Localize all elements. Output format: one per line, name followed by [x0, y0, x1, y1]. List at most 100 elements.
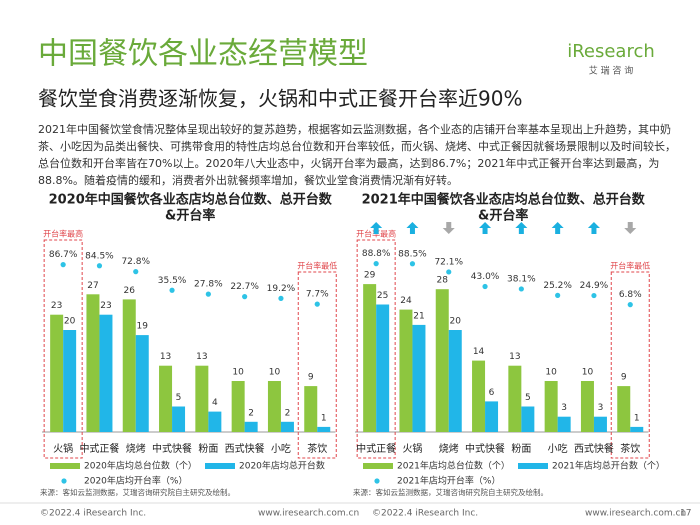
page-title: 中国餐饮各业态经营模型: [38, 37, 368, 72]
rate-label: 38.1%: [507, 274, 536, 284]
bar-label: 14: [473, 347, 485, 357]
bar: [86, 294, 100, 432]
bar: [208, 411, 222, 432]
x-tick-label: 中式正餐: [79, 442, 119, 455]
bar: [544, 381, 558, 432]
bar: [485, 401, 499, 432]
bar-label: 24: [400, 296, 412, 306]
bar: [135, 335, 149, 432]
logo-sub: 艾 瑞 咨 询: [589, 65, 634, 77]
rate-dot: [60, 262, 66, 268]
rate-label: 27.8%: [194, 280, 223, 290]
rate-dot: [96, 263, 103, 269]
legend-swatch: [374, 478, 380, 484]
x-tick-label: 小吃: [271, 442, 291, 455]
x-tick-label: 中式快餐: [465, 442, 505, 455]
legend-swatch: [61, 478, 67, 484]
subtitle: 餐饮堂食消费逐渐恢复，火锅和中式正餐开台率近90%: [38, 87, 522, 111]
bar: [231, 381, 245, 432]
bar-label: 10: [232, 368, 244, 378]
bar-label: 20: [450, 317, 462, 327]
rate-dot: [627, 302, 633, 308]
x-tick-label: 中式快餐: [152, 442, 192, 455]
rate-dot: [518, 286, 524, 292]
bar-label: 13: [196, 352, 207, 362]
bar-label: 1: [634, 413, 640, 423]
rate-dot: [482, 283, 488, 290]
bar: [412, 324, 426, 432]
x-tick-label: 烧烤: [126, 442, 146, 455]
source-note: 来源：客如云监测数据，艾瑞咨询研究院自主研究及绘制。: [40, 487, 235, 497]
highlight-box: [43, 239, 83, 459]
chart-title: &开台率: [165, 208, 215, 224]
bar-label: 6: [489, 388, 495, 398]
highlight-label: 开台率最高: [43, 229, 83, 239]
bar: [195, 365, 209, 432]
bar-label: 25: [377, 291, 388, 301]
chart-title: 2020年中国餐饮各业态店均总台位数、总开台数: [49, 192, 333, 208]
bar-label: 5: [525, 393, 531, 403]
bar-label: 1: [321, 413, 327, 423]
bar-label: 29: [364, 271, 376, 281]
bar: [376, 304, 390, 432]
up-arrow: [370, 222, 383, 234]
legend-label: 2020年店均总台位数（个）: [84, 460, 197, 472]
rate-label: 25.2%: [543, 281, 572, 291]
rate-label: 86.7%: [49, 250, 78, 260]
bar: [363, 284, 377, 432]
bar-label: 21: [413, 311, 424, 321]
bar: [244, 421, 258, 432]
x-tick-label: 茶饮: [307, 442, 327, 455]
bar: [472, 360, 486, 432]
rate-label: 88.8%: [362, 249, 391, 259]
legend-label: 2021年店均总开台数（个）: [552, 460, 665, 472]
bar-label: 3: [598, 403, 604, 413]
bar: [448, 330, 462, 432]
bar-label: 5: [176, 393, 182, 403]
source-note: 来源：客如云监测数据，艾瑞咨询研究院自主研究及绘制。: [353, 487, 548, 497]
bar: [304, 386, 318, 432]
highlight-box: [610, 271, 650, 459]
x-tick-label: 粉面: [198, 442, 218, 455]
bar-label: 2: [285, 408, 291, 418]
down-arrow: [624, 222, 637, 234]
x-tick-label: 西式快餐: [225, 442, 265, 455]
highlight-box: [297, 271, 337, 459]
bar: [159, 365, 173, 432]
highlight-label: 开台率最低: [297, 261, 337, 271]
bar-label: 10: [582, 368, 594, 378]
rate-dot: [242, 294, 248, 300]
rate-dot: [205, 291, 211, 297]
legend-swatch: [50, 463, 80, 469]
bar-label: 10: [269, 368, 281, 378]
rate-dot: [555, 292, 561, 298]
summary: 2021年中国餐饮堂食情况整体呈现出较好的复苏趋势，根据客如云监测数据，各个业态…: [38, 123, 676, 187]
chart-title: &开台率: [478, 208, 528, 224]
bar: [317, 426, 331, 432]
down-arrow: [442, 222, 455, 234]
rate-label: 35.5%: [158, 276, 187, 286]
rate-dot: [133, 269, 139, 275]
bar: [630, 426, 644, 432]
x-tick-label: 火锅: [402, 443, 422, 455]
bar: [593, 416, 607, 432]
bar-label: 23: [51, 301, 62, 311]
page-number: 17: [680, 509, 691, 519]
up-arrow: [551, 222, 564, 234]
highlight-label: 开台率最低: [610, 261, 650, 271]
bar: [617, 386, 631, 432]
rate-label: 43.0%: [471, 272, 500, 282]
rate-dot: [169, 287, 175, 293]
rate-label: 84.5%: [85, 251, 114, 261]
bar-label: 3: [561, 403, 567, 413]
up-arrow: [479, 222, 492, 234]
bar-label: 19: [137, 322, 149, 332]
bar-label: 28: [437, 276, 449, 286]
x-tick-label: 火锅: [53, 443, 73, 455]
legend-label: 2021年店均总台位数（个）: [397, 460, 510, 472]
bar: [521, 406, 535, 432]
highlight-box: [356, 239, 396, 459]
bar: [63, 330, 77, 432]
up-arrow: [515, 222, 528, 234]
rate-dot: [373, 261, 379, 267]
